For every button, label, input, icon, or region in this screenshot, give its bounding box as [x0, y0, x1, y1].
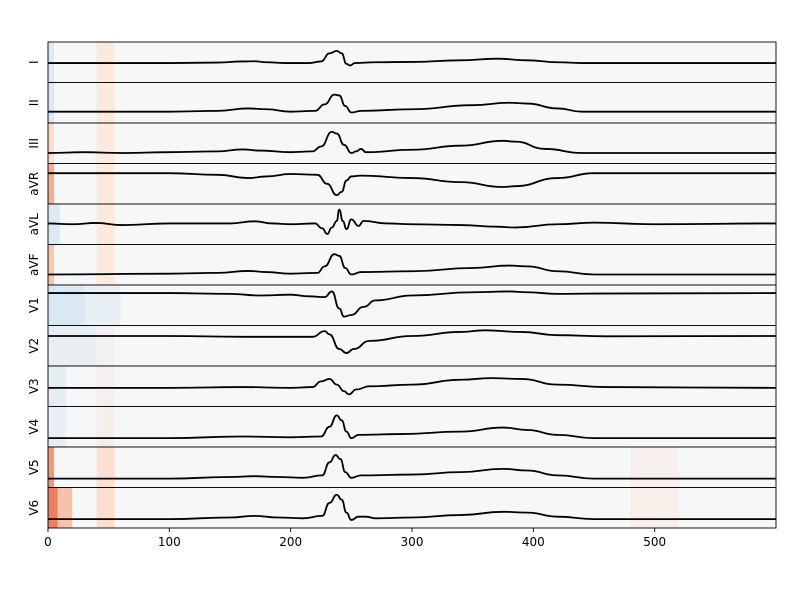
heatmap-band — [48, 406, 67, 447]
lead-panel-v3: V3 — [27, 365, 777, 407]
x-tick-label: 0 — [44, 535, 52, 549]
heatmap-band — [96, 244, 115, 285]
x-tick-label: 300 — [401, 535, 424, 549]
ecg-trace-v4 — [47, 414, 777, 440]
lead-panel-ii: II — [27, 82, 777, 124]
lead-panel-avf: aVF — [27, 244, 777, 286]
heatmap-band — [48, 244, 55, 285]
x-tick-label: 100 — [158, 535, 181, 549]
panel-background — [48, 163, 776, 204]
lead-panel-v5: V5 — [27, 446, 777, 488]
heatmap-band — [96, 487, 115, 528]
lead-label: aVL — [27, 213, 41, 236]
ecg-trace-avf — [47, 253, 776, 276]
x-axis: 0 100 200 300 400 500 — [44, 528, 666, 549]
ecg-trace-v3 — [47, 377, 777, 396]
heatmap-band — [96, 447, 115, 488]
lead-label: V5 — [27, 459, 41, 475]
lead-panel-iii: III — [27, 122, 777, 164]
heatmap-band — [48, 163, 55, 204]
lead-label: aVF — [27, 253, 41, 276]
heatmap-band — [57, 487, 73, 528]
ecg-trace-ii — [48, 93, 776, 114]
ecg-trace-iii — [47, 130, 776, 154]
lead-panel-avl: aVL — [27, 203, 777, 245]
lead-label: V3 — [27, 378, 41, 394]
heatmap-band — [48, 325, 97, 366]
panel-background — [48, 244, 776, 285]
lead-label: V4 — [27, 419, 41, 435]
heatmap-band — [48, 82, 55, 123]
lead-label: III — [27, 138, 41, 149]
lead-panel-v2: V2 — [27, 325, 777, 367]
heatmap-band — [96, 406, 115, 447]
heatmap-band — [48, 447, 55, 488]
ecg-trace-avl — [47, 208, 777, 235]
heatmap-band — [630, 487, 679, 528]
heatmap-band — [96, 325, 115, 366]
heatmap-band — [96, 366, 115, 407]
heatmap-band — [48, 123, 55, 164]
ecg-trace-avr — [47, 172, 776, 197]
panel-background — [48, 325, 776, 366]
x-tick-label: 200 — [279, 535, 302, 549]
lead-panel-v1: V1 — [27, 284, 777, 326]
lead-panel-v6: V6 — [27, 487, 777, 529]
panel-background — [48, 123, 776, 164]
heatmap-band — [48, 285, 85, 326]
lead-label: V2 — [27, 338, 41, 354]
lead-label: V6 — [27, 500, 41, 516]
heatmap-band — [48, 366, 67, 407]
panel-background — [48, 82, 776, 123]
heatmap-band — [96, 163, 115, 204]
lead-label: II — [27, 99, 41, 106]
lead-panel-i: I — [27, 41, 777, 83]
ecg-trace-v5 — [48, 454, 776, 480]
lead-panel-avr: aVR — [27, 163, 777, 205]
heatmap-band — [630, 447, 679, 488]
heatmap-band — [96, 123, 115, 164]
panel-background — [48, 366, 776, 407]
ecg-trace-v6 — [47, 493, 776, 521]
panel-background — [48, 406, 776, 447]
heatmap-band — [96, 82, 115, 123]
heatmap-band — [48, 487, 58, 528]
x-tick-label: 400 — [522, 535, 545, 549]
x-tick-label: 500 — [643, 535, 666, 549]
ecg-trace-v2 — [48, 329, 777, 354]
lead-label: V1 — [27, 297, 41, 313]
panel-background — [48, 285, 776, 326]
lead-panel-v4: V4 — [27, 406, 777, 448]
heatmap-band — [84, 285, 121, 326]
lead-label: I — [27, 60, 41, 64]
ecg-trace-i — [48, 49, 776, 67]
ecg-trace-v1 — [48, 290, 777, 318]
lead-label: aVR — [27, 172, 41, 196]
